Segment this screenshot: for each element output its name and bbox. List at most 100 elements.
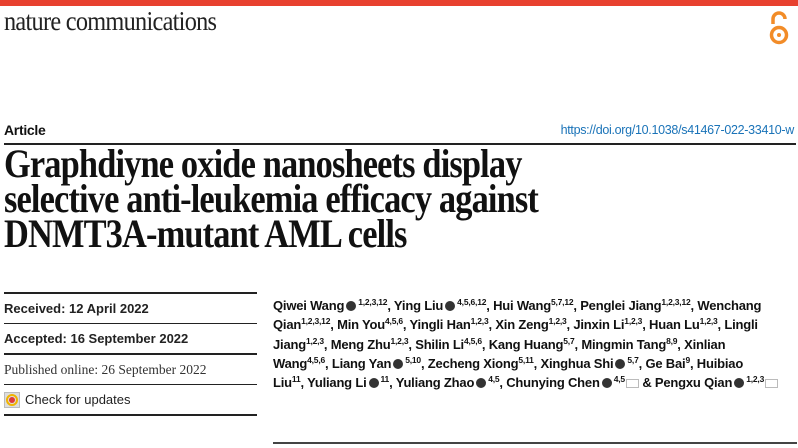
article-dates: Received: 12 April 2022 Accepted: 16 Sep… bbox=[4, 292, 257, 416]
check-updates-icon bbox=[4, 391, 20, 408]
affiliation-sup: 1,2,3,12 bbox=[661, 297, 691, 307]
author-name[interactable]: Mingmin Tang bbox=[581, 336, 667, 352]
author[interactable]: Huibiao Liu11 bbox=[273, 356, 743, 390]
author[interactable]: Shilin Li4,5,6 bbox=[415, 335, 482, 352]
author[interactable]: Chunying Chen 4,5 bbox=[506, 375, 639, 390]
author-name[interactable]: Huibiao Liu bbox=[273, 355, 744, 391]
separator: , bbox=[717, 317, 725, 333]
affiliation-sup: 1,2,3 bbox=[746, 374, 765, 385]
affiliation-sup: 1,2,3 bbox=[390, 335, 409, 346]
author-name[interactable]: Huan Lu bbox=[649, 317, 700, 333]
check-for-updates-button[interactable]: Check for updates bbox=[4, 385, 257, 414]
author-name[interactable]: Wenchang Qian bbox=[273, 298, 762, 333]
orcid-icon[interactable] bbox=[445, 301, 456, 311]
author[interactable]: Yuliang Li 11 bbox=[307, 375, 389, 390]
author[interactable]: Xinlian Wang4,5,6 bbox=[273, 336, 726, 371]
author[interactable]: Pengxu Qian 1,2,3 bbox=[654, 374, 779, 391]
orcid-icon[interactable] bbox=[368, 378, 379, 389]
author-name[interactable]: Penglei Jiang bbox=[580, 298, 662, 313]
author[interactable]: Ge Bai9 bbox=[645, 356, 690, 371]
orcid-icon[interactable] bbox=[393, 358, 404, 369]
separator: , bbox=[330, 317, 338, 333]
author-name[interactable]: Meng Zhu bbox=[330, 336, 391, 352]
author[interactable]: Zecheng Xiong5,11 bbox=[428, 356, 534, 371]
affiliation-sup: 1,2,3 bbox=[699, 316, 718, 327]
article-title: Graphdiyne oxide nanosheets display sele… bbox=[4, 144, 778, 254]
author-name[interactable]: Liang Yan bbox=[331, 355, 392, 371]
author[interactable]: Penglei Jiang1,2,3,12 bbox=[580, 297, 691, 313]
orcid-icon[interactable] bbox=[601, 378, 612, 389]
separator: , bbox=[499, 375, 507, 391]
author-name[interactable]: Ying Liu bbox=[393, 298, 444, 313]
affiliation-sup: 5,10 bbox=[405, 354, 421, 365]
author[interactable]: Yingli Han1,2,3 bbox=[410, 317, 489, 332]
separator: , bbox=[389, 375, 396, 391]
affiliation-sup: 8,9 bbox=[666, 335, 678, 346]
orcid-icon[interactable] bbox=[476, 378, 487, 389]
author-list: Qiwei Wang 1,2,3,12, Ying Liu 4,5,6,12, Hu… bbox=[273, 296, 798, 392]
orcid-icon[interactable] bbox=[615, 358, 626, 369]
doi-link[interactable]: https://doi.org/10.1038/s41467-022-33410… bbox=[560, 123, 795, 137]
author-name[interactable]: Yingli Han bbox=[409, 317, 471, 333]
author[interactable]: Min You4,5,6 bbox=[337, 317, 403, 332]
author[interactable]: Lingli Jiang1,2,3 bbox=[273, 317, 758, 351]
divider bbox=[273, 442, 797, 444]
affiliation-sup: 9 bbox=[685, 354, 690, 365]
orcid-icon[interactable] bbox=[734, 378, 745, 389]
author[interactable]: Meng Zhu1,2,3 bbox=[330, 335, 409, 352]
check-updates-label: Check for updates bbox=[25, 392, 131, 407]
separator: , bbox=[420, 355, 428, 371]
divider bbox=[4, 353, 257, 355]
orcid-icon[interactable] bbox=[346, 301, 357, 311]
author[interactable]: Jinxin Li1,2,3 bbox=[573, 317, 642, 332]
separator: , bbox=[533, 355, 541, 371]
affiliation-sup: 4,5,6 bbox=[463, 335, 482, 346]
author-name[interactable]: Yuliang Zhao bbox=[395, 375, 475, 391]
author-name[interactable]: Zecheng Xiong bbox=[427, 355, 519, 371]
author-name[interactable]: Lingli Jiang bbox=[273, 317, 758, 352]
author[interactable]: Hui Wang5,7,12 bbox=[493, 298, 574, 313]
author[interactable]: Qiwei Wang 1,2,3,12 bbox=[273, 298, 388, 313]
author-name[interactable]: Kang Huang bbox=[488, 336, 564, 352]
author-name[interactable]: Shilin Li bbox=[415, 336, 464, 352]
separator: , bbox=[481, 336, 489, 352]
separator: , bbox=[638, 355, 646, 371]
received-date: Received: 12 April 2022 bbox=[4, 300, 149, 316]
author[interactable]: Huan Lu1,2,3 bbox=[649, 317, 718, 332]
author[interactable]: Ying Liu 4,5,6,12 bbox=[393, 298, 487, 313]
separator: , bbox=[300, 375, 308, 391]
author[interactable]: Xinghua Shi 5,7 bbox=[540, 356, 638, 371]
affiliation-sup: 11 bbox=[291, 374, 301, 385]
author-name[interactable]: Hui Wang bbox=[493, 298, 551, 313]
author-name[interactable]: Yuliang Li bbox=[307, 375, 367, 391]
author[interactable]: Mingmin Tang8,9 bbox=[581, 335, 678, 352]
divider bbox=[4, 292, 257, 294]
separator: , bbox=[574, 336, 582, 352]
journal-logo[interactable]: nature communications bbox=[4, 6, 217, 36]
email-icon[interactable] bbox=[765, 379, 779, 389]
author[interactable]: Yuliang Zhao 4,5 bbox=[396, 375, 500, 390]
affiliation-sup: 11 bbox=[380, 374, 390, 385]
separator: , bbox=[573, 298, 581, 313]
author[interactable]: Wenchang Qian1,2,3,12 bbox=[273, 298, 761, 332]
author[interactable]: Liang Yan 5,10 bbox=[332, 356, 421, 371]
email-icon[interactable] bbox=[625, 379, 639, 389]
author-name[interactable]: Pengxu Qian bbox=[654, 375, 733, 391]
author-name[interactable]: Xinghua Shi bbox=[540, 355, 614, 371]
author-name[interactable]: Qiwei Wang bbox=[273, 298, 345, 313]
author-name[interactable]: Xin Zeng bbox=[495, 317, 549, 333]
published-date: Published online: 26 September 2022 bbox=[4, 361, 207, 377]
author-name[interactable]: Jinxin Li bbox=[573, 317, 625, 333]
author[interactable]: Xin Zeng1,2,3 bbox=[495, 317, 566, 332]
separator: , bbox=[690, 298, 698, 313]
divider bbox=[4, 383, 257, 385]
author-name[interactable]: Xinlian Wang bbox=[273, 336, 726, 371]
separator: , bbox=[325, 355, 332, 371]
affiliation-sup: 4,5,6 bbox=[307, 354, 326, 365]
author-name[interactable]: Ge Bai bbox=[645, 355, 686, 371]
article-type: Article bbox=[4, 122, 46, 138]
author[interactable]: Kang Huang5,7 bbox=[488, 336, 575, 352]
separator: , bbox=[642, 317, 650, 333]
author-name[interactable]: Min You bbox=[337, 317, 386, 333]
author-name[interactable]: Chunying Chen bbox=[506, 375, 600, 391]
